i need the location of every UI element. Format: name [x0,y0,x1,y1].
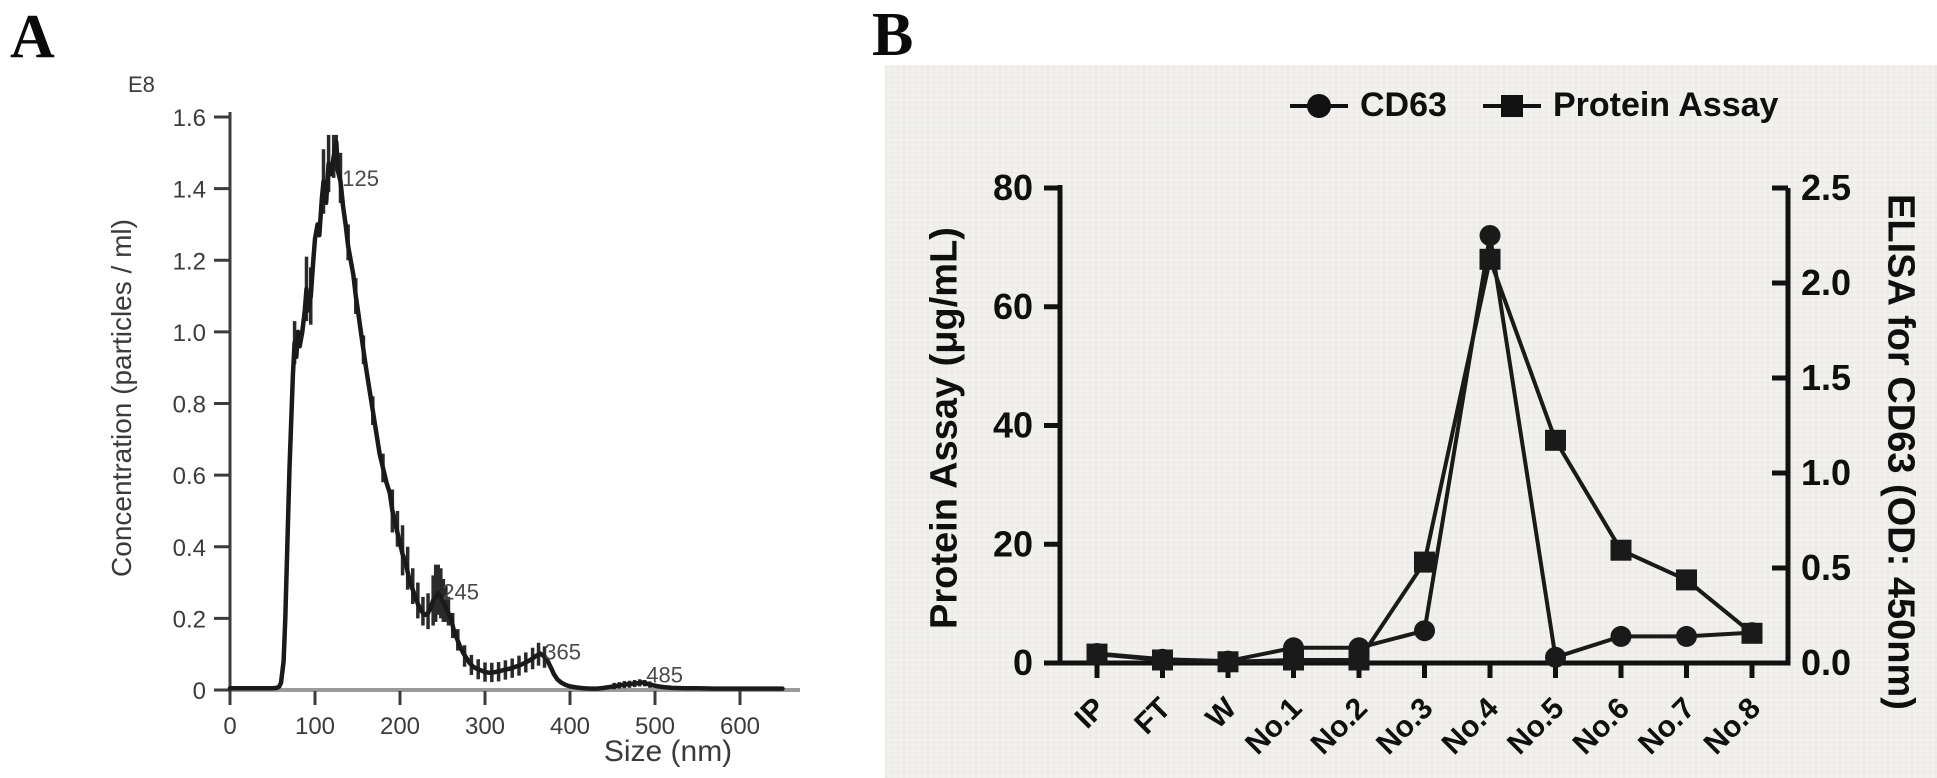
panel-b-label: B [872,1,914,69]
b-cd63-point-No.4 [1479,225,1501,246]
legend-label-protein-assay: Protein Assay [1552,86,1779,124]
a-y-tick-label: 1.2 [173,248,206,275]
b-category-label: IP [1069,692,1112,735]
b-left-tick-label: 40 [993,405,1033,446]
panel-b-right-axis-title: ELISA for CD63 (OD: 450nm) [1879,194,1922,710]
panel-a-y-axis-title: Concentration (particles / ml) [106,219,137,577]
b-cd63-point-No.6 [1610,625,1632,647]
b-left-tick-label: 20 [993,523,1033,564]
b-protein-assay-point-No.2 [1348,649,1370,671]
panel-a-x-axis-title: Size (nm) [603,735,733,768]
legend-item-protein-assay: Protein Assay [1482,86,1779,125]
a-y-tick-label: 1.6 [173,105,206,132]
b-left-tick-label: 0 [1013,642,1033,683]
b-category-label: No.5 [1501,692,1570,761]
a-x-tick-label: 400 [550,713,590,740]
b-right-tick-label: 0.0 [1801,642,1851,683]
b-right-tick-label: 0.5 [1801,547,1851,588]
panel-b-left-axis-title: Protein Assay (μg/mL) [923,227,966,629]
b-protein-assay-line [1096,257,1754,664]
b-category-label: No.2 [1305,692,1374,761]
panel-b-chart: 0 20 40 60 80 0.0 0.5 1.0 1.5 2.0 2.5 IP FT WNo.1No.2… [993,167,1851,761]
b-category-label: No.4 [1436,691,1506,761]
a-peak-label-485: 485 [646,662,683,687]
b-category-label: W [1200,691,1244,735]
a-y-tick-label: 1.4 [173,177,206,204]
b-right-tick-label: 1.0 [1801,452,1851,493]
a-y-tick-label: 0.6 [173,463,206,490]
a-y-tick-label: 0.8 [173,392,206,419]
panel-a-exponent-label: E8 [128,72,155,97]
b-protein-assay-point-No.5 [1545,429,1566,451]
a-x-tick-label: 600 [720,713,760,740]
panel-b-legend: CD63 Protein Assay [1290,86,1778,125]
b-protein-assay-point-FT [1152,649,1173,671]
a-y-tick-label: 0.4 [173,535,206,562]
a-x-tick-label: 500 [635,713,675,740]
b-right-tick-label: 2.0 [1801,262,1851,303]
b-protein-assay-point-No.8 [1741,622,1763,644]
b-right-tick-label: 1.5 [1801,357,1851,398]
b-protein-assay-point-No.6 [1610,539,1632,561]
a-x-tick-label: 300 [465,713,505,740]
a-peak-label-245: 245 [442,580,479,605]
b-cd63-point-No.3 [1414,620,1435,642]
a-peak-label-125: 125 [342,166,379,191]
a-x-tick-label: 200 [380,713,420,740]
b-left-tick-label: 60 [993,286,1033,327]
b-cd63-point-No.7 [1676,625,1697,647]
b-category-label: No.1 [1239,692,1308,761]
a-y-tick-label: 0 [193,678,206,705]
legend-label-cd63: CD63 [1360,86,1447,124]
b-category-label: No.7 [1632,692,1701,761]
legend-item-cd63: CD63 [1290,86,1447,125]
b-left-tick-label: 80 [993,167,1033,208]
a-x-tick-label: 100 [295,713,335,740]
a-distribution-curve [227,139,785,691]
b-category-label: FT [1128,692,1177,741]
b-protein-assay-point-W [1217,651,1239,673]
a-y-tick-label: 1.0 [173,320,206,347]
panel-a-chart: 0 0.2 0.4 0.6 0.8 1.0 1.2 1.4 1.6 0 100 200 300 400 50… [173,105,800,740]
a-x-tick-label: 0 [223,713,236,740]
b-right-tick-label: 2.5 [1801,167,1851,208]
circle-marker-icon [1290,88,1348,124]
b-protein-assay-point-IP [1086,643,1108,665]
b-category-label: No.3 [1370,692,1439,761]
b-protein-assay-point-No.3 [1414,551,1435,573]
b-cd63-point-No.5 [1545,646,1566,668]
b-protein-assay-point-No.7 [1676,569,1697,591]
b-protein-assay-point-No.1 [1283,649,1304,671]
square-marker-icon [1482,88,1541,124]
a-y-tick-label: 0.2 [173,606,206,633]
b-category-label: No.6 [1567,692,1636,761]
panel-a-label: A [10,3,55,71]
b-protein-assay-point-No.4 [1479,248,1501,270]
b-category-label: No.8 [1698,692,1767,761]
b-cd63-line [1096,233,1753,664]
a-peak-label-365: 365 [544,639,581,664]
